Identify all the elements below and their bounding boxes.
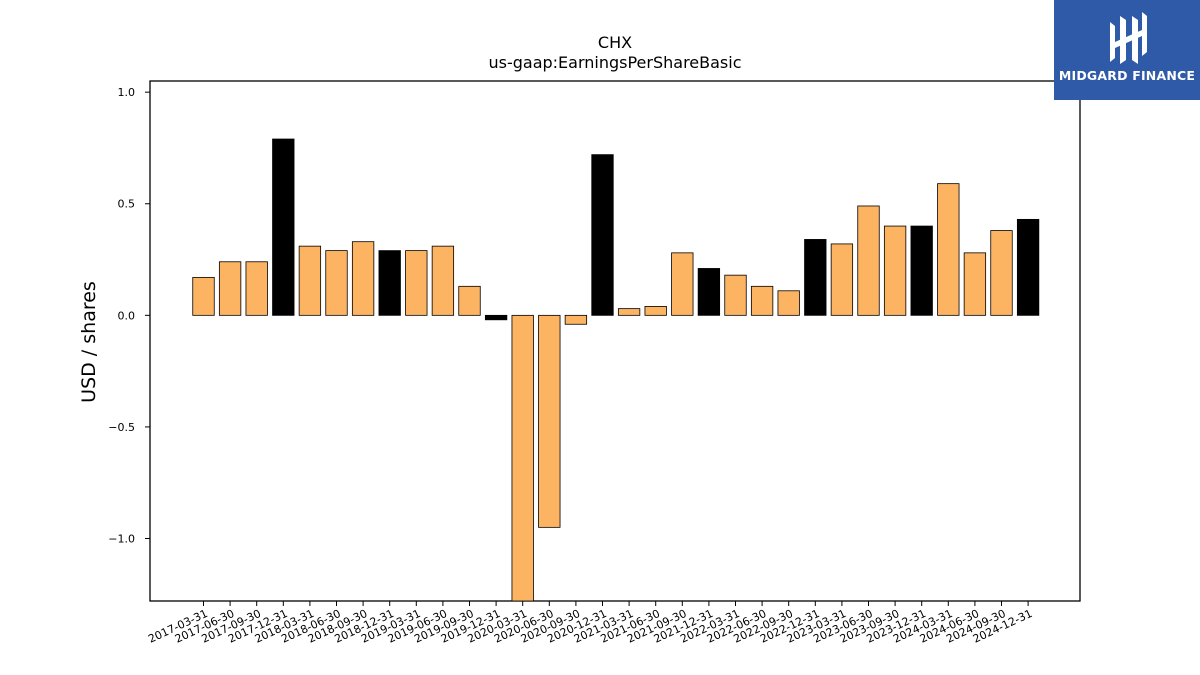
bar-2020-06-30	[538, 314, 561, 528]
y-axis-ticks: 1.0 0.5 0.0 −0.5 −1.0	[108, 86, 150, 546]
bar-2017-09-30	[245, 261, 268, 316]
bar-2023-03-31	[830, 243, 854, 316]
x-axis-ticks: 2017-03-312017-06-302017-09-302017-12-31…	[146, 601, 1034, 646]
bar-2017-06-30	[218, 261, 242, 316]
bar-2019-03-31	[405, 250, 428, 316]
bar-2018-06-30	[325, 250, 348, 316]
bar-2018-09-30	[351, 241, 375, 316]
bar-2022-06-30	[750, 285, 774, 316]
bar-2021-09-30	[671, 252, 694, 316]
bars-group	[192, 138, 1040, 602]
bar-2024-09-30	[990, 230, 1013, 316]
bar-2019-06-30	[431, 245, 455, 316]
bar-2024-12-31	[1016, 218, 1040, 316]
bar-2018-12-31	[378, 250, 401, 316]
bar-2019-09-30	[458, 285, 481, 316]
bar-2019-12-31	[484, 314, 508, 321]
logo-mark-icon	[1110, 12, 1147, 64]
bar-2022-12-31	[804, 239, 827, 316]
bar-2023-09-30	[883, 225, 907, 316]
bar-2020-09-30	[564, 314, 588, 325]
bar-2018-03-31	[298, 245, 322, 316]
bar-2022-03-31	[724, 274, 747, 316]
bar-2024-03-31	[937, 183, 960, 316]
y-axis-label: USD / shares	[78, 281, 100, 403]
y-tick-label: 0.0	[118, 309, 136, 322]
bar-2023-06-30	[857, 205, 880, 316]
bar-2024-06-30	[963, 252, 987, 316]
plot-frame	[149, 80, 1081, 602]
bar-2021-03-31	[617, 308, 641, 316]
bar-2017-12-31	[272, 138, 295, 316]
bar-2020-12-31	[591, 154, 614, 316]
bar-2022-09-30	[777, 290, 800, 316]
y-tick-label: −0.5	[108, 421, 135, 434]
midgard-finance-logo: MIDGARD FINANCE	[1054, 0, 1200, 100]
chart-title: CHX	[598, 33, 632, 52]
bar-2020-03-31	[511, 314, 534, 602]
bar-2021-12-31	[697, 268, 721, 316]
y-tick-label: −1.0	[108, 533, 135, 546]
bar-2023-12-31	[910, 225, 933, 316]
y-tick-label: 0.5	[118, 198, 136, 211]
bar-2021-06-30	[644, 306, 667, 316]
y-tick-label: 1.0	[118, 86, 136, 99]
chart-subtitle: us-gaap:EarningsPerShareBasic	[488, 53, 741, 72]
bar-2017-03-31	[192, 276, 215, 316]
logo-brand-text: MIDGARD FINANCE	[1058, 68, 1196, 83]
